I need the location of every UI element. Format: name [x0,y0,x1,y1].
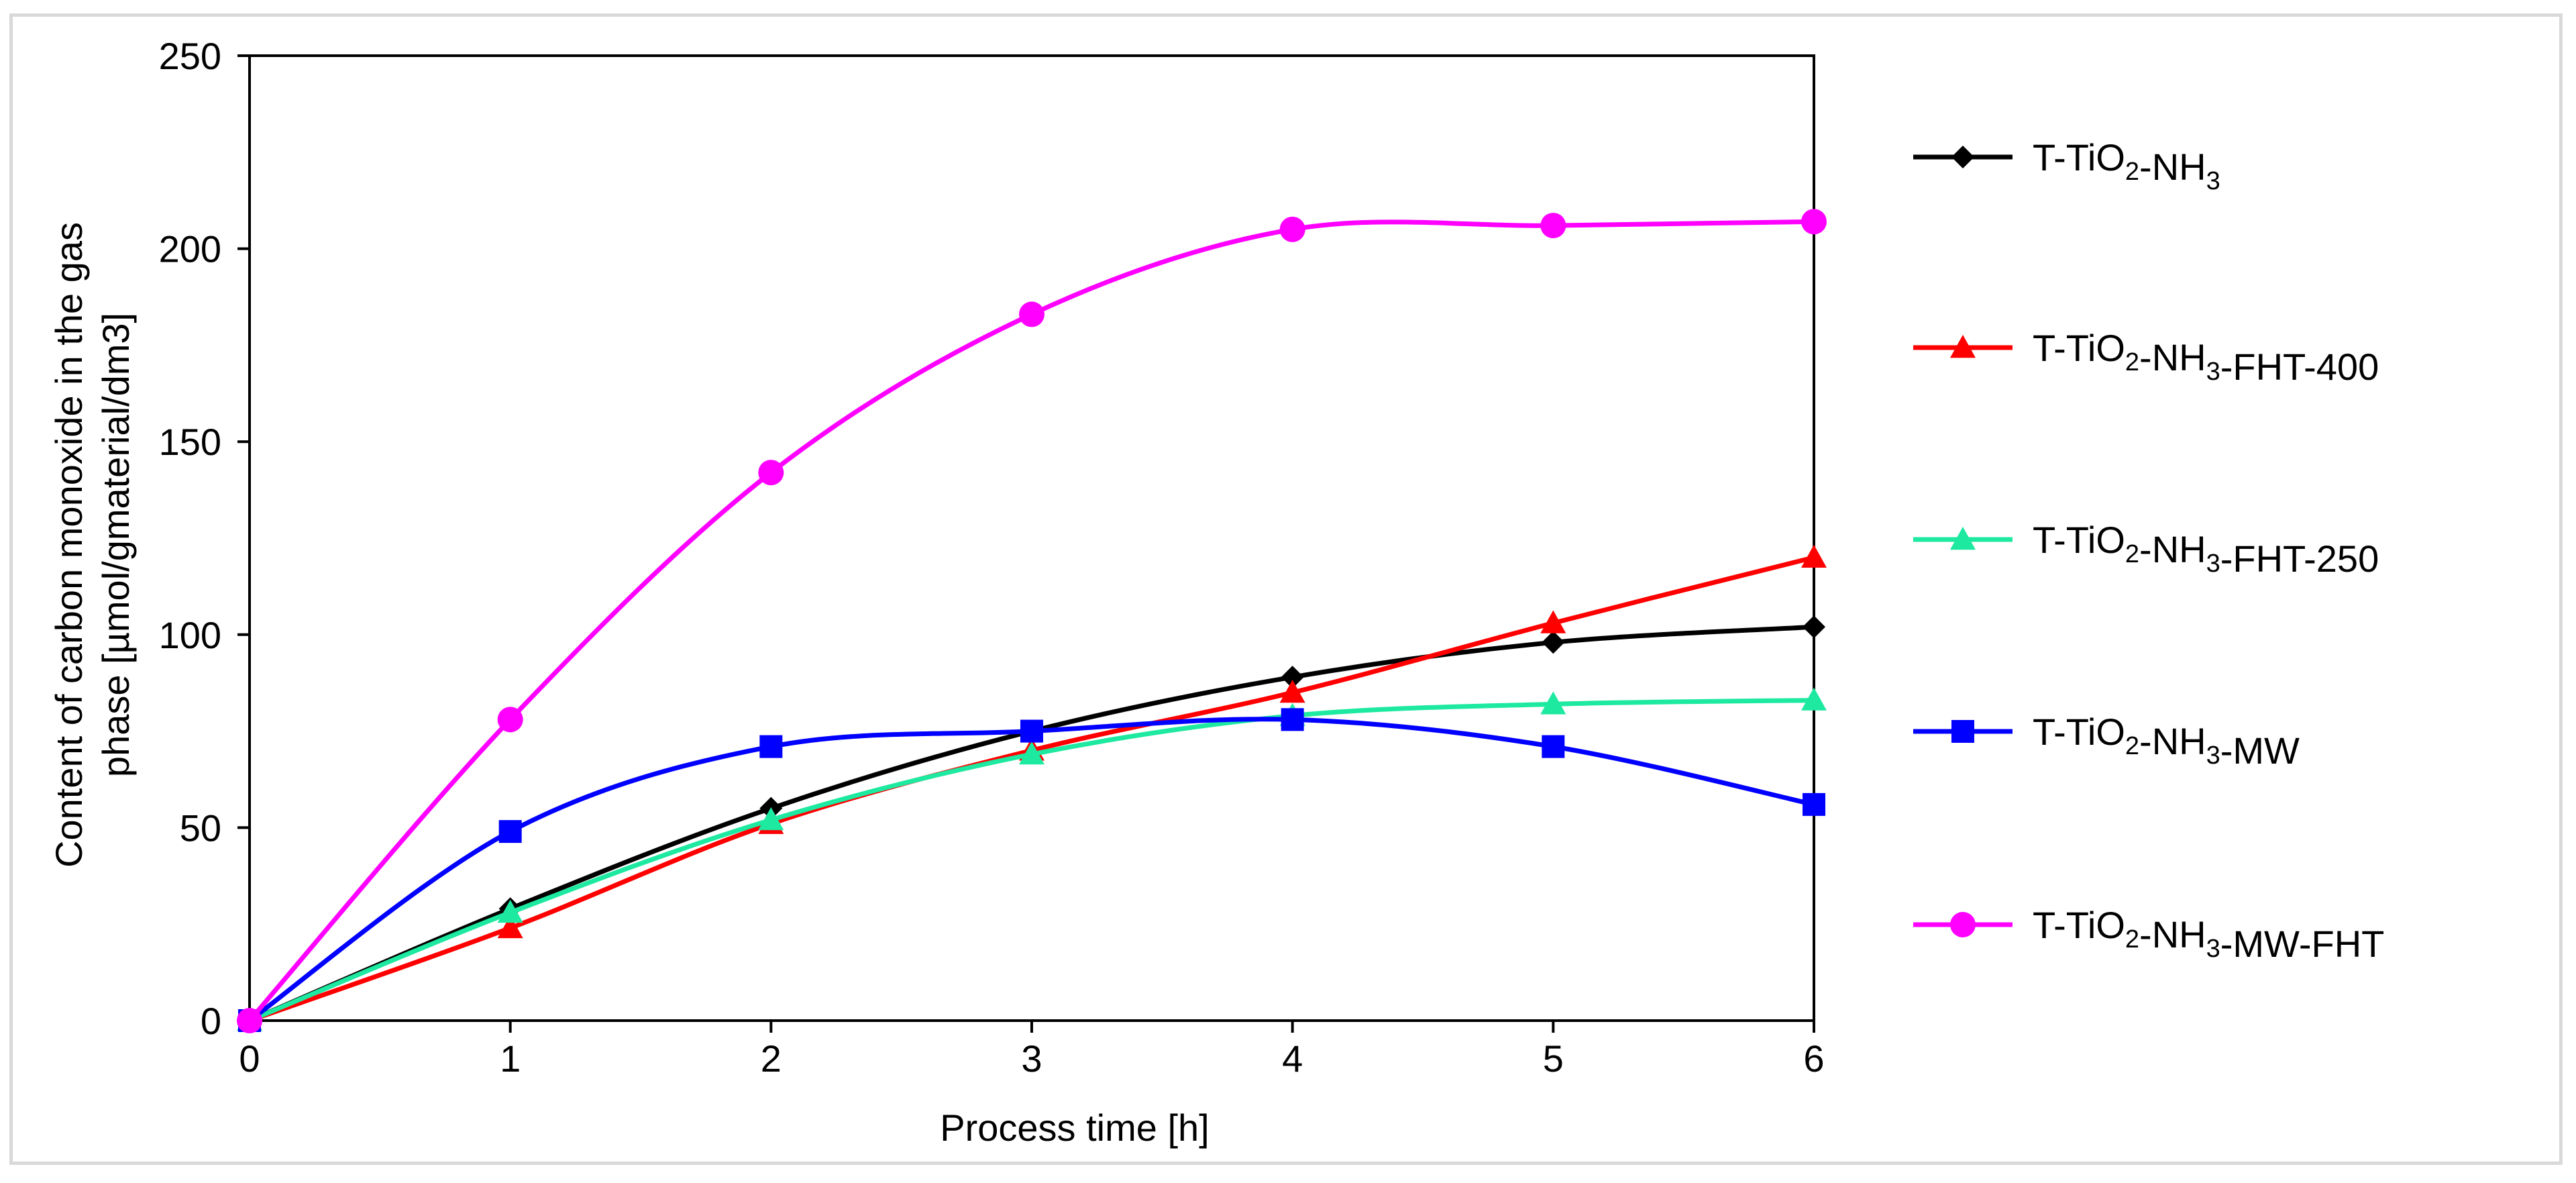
x-tick-label: 0 [239,1037,260,1080]
x-axis-title: Process time [h] [940,1107,1209,1149]
data-point [1542,631,1565,654]
series-line [248,219,1815,1023]
legend-item: T-TiO2-NH3-FHT-400 [1913,327,2379,388]
data-point [1540,610,1566,633]
plot-area-border [248,54,1815,1022]
legend-marker [1951,146,1974,168]
data-point [1801,687,1827,711]
legend-item: T-TiO2-NH3-MW [1913,711,2300,772]
data-point [497,707,523,733]
y-tick-label: 100 [159,614,221,656]
x-tick-label: 5 [1543,1037,1564,1080]
legend-label: T-TiO2-NH3-FHT-250 [2033,519,2379,580]
data-point [497,899,523,923]
y-tick-label: 0 [201,1000,221,1042]
data-point [1019,741,1044,765]
data-point [1803,615,1825,639]
y-tick-label: 250 [159,35,221,77]
legend-item: T-TiO2-NH3 [1913,136,2220,195]
x-tick-label: 1 [500,1037,521,1080]
data-point [1281,666,1304,689]
tick-labels: 0 50 100 150 200 250 0 1 2 3 4 5 6 [159,35,1825,1080]
legend-label: T-TiO2-NH3-MW-FHT [2033,904,2384,965]
legend-item: T-TiO2-NH3-MW-FHT [1913,904,2384,965]
y-tick-label: 50 [180,807,221,849]
legend-marker [1950,912,1976,937]
chart-frame [9,13,2563,1165]
legend: T-TiO2-NH3 T-TiO2-NH3-FHT-400 T-TiO2-NH3-F… [1913,136,2384,965]
data-point [1019,301,1044,327]
y-axis-title-line1: Content of carbon monoxide in the gas [48,222,90,868]
data-point [1540,213,1566,239]
data-point [498,820,522,843]
y-tick-label: 200 [159,228,221,270]
data-point [1020,719,1043,743]
data-point [1801,209,1827,235]
series-t-tio2-nh3-fht-400 [237,544,1827,1031]
series-group [237,209,1827,1033]
y-tick-label: 150 [159,421,221,463]
legend-marker [1950,527,1976,550]
x-tick-label: 4 [1282,1037,1303,1080]
data-point [1801,544,1827,568]
legend-label: T-TiO2-NH3 [2033,136,2220,195]
data-point [1279,680,1305,703]
data-point [497,915,523,939]
series-line [248,624,1815,1023]
y-axis-title-line2: phase [µmol/gmaterial/dm3] [95,313,137,777]
x-tick-label: 3 [1021,1037,1042,1080]
data-point [758,807,784,831]
legend-label: T-TiO2-NH3-MW [2033,711,2300,772]
series-line [248,555,1815,1023]
data-point [759,735,783,758]
data-point [1803,792,1825,816]
legend-item: T-TiO2-NH3-FHT-250 [1913,519,2379,580]
legend-marker [1951,720,1974,743]
x-tick-label: 6 [1803,1037,1824,1080]
legend-label: T-TiO2-NH3-FHT-400 [2033,327,2379,388]
legend-marker [1950,335,1976,358]
x-tick-label: 2 [761,1037,782,1080]
series-t-tio2-nh3-mw-fht [237,209,1827,1033]
data-point [1281,708,1304,731]
data-point [1279,216,1305,242]
data-point [758,460,784,486]
data-point [1542,735,1565,758]
series-t-tio2-nh3 [238,615,1825,1032]
data-point [1540,691,1566,715]
data-point [237,1008,262,1033]
axes [248,54,1815,1022]
